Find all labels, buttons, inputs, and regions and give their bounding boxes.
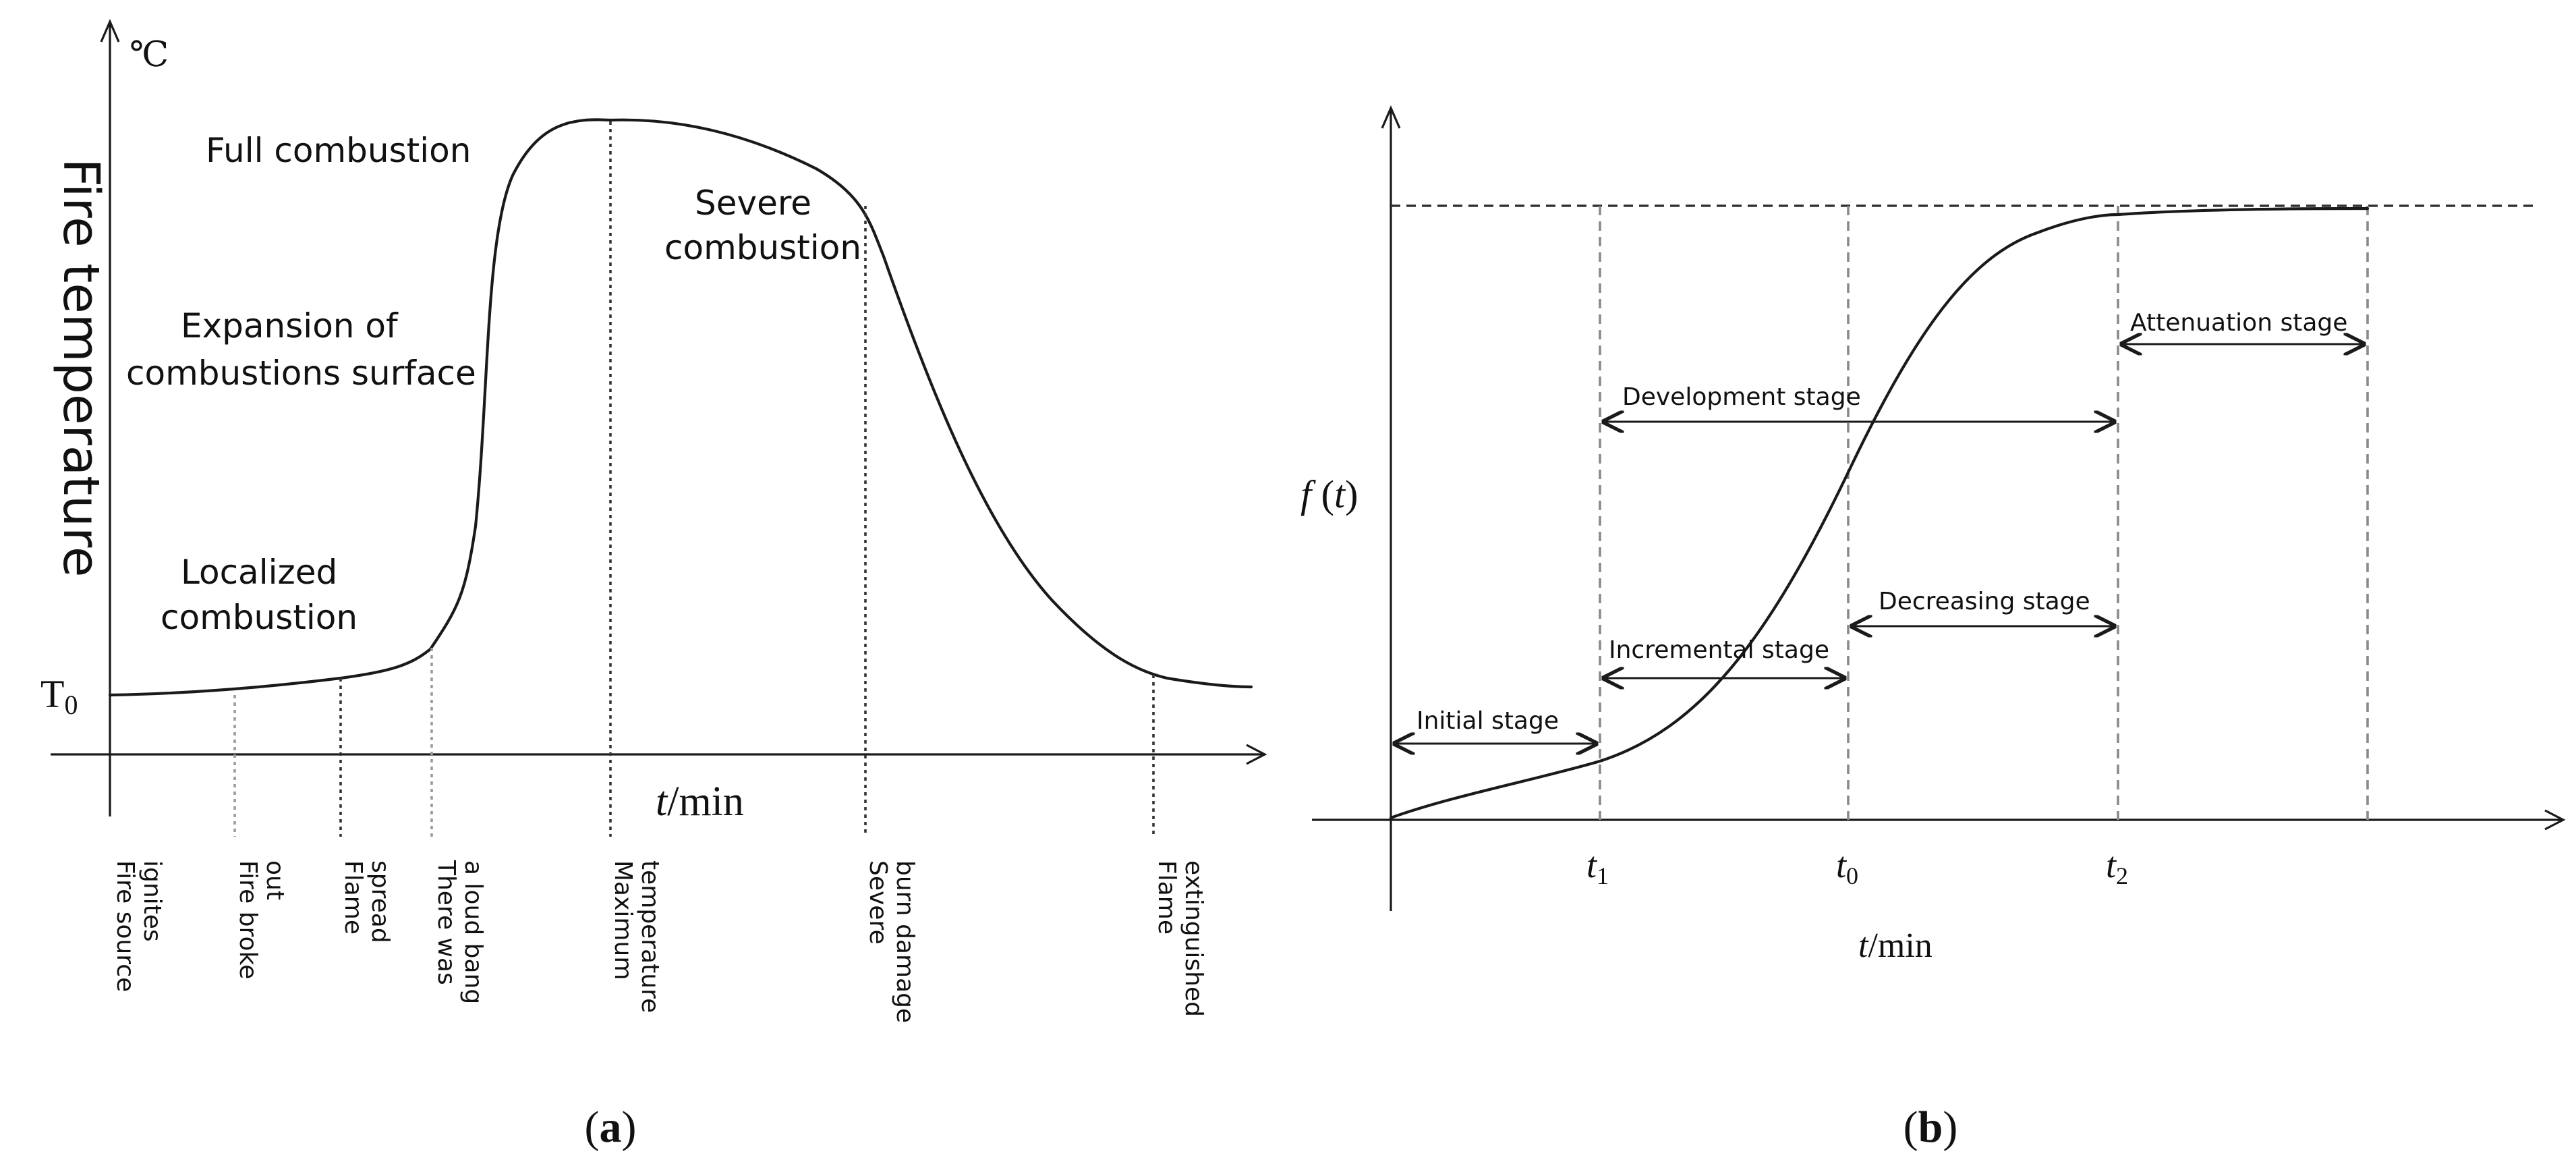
tick-label-t0: t0 bbox=[1836, 845, 1858, 889]
tick-label-t2: t2 bbox=[2106, 845, 2128, 889]
expansion-label-line2: combustions surface bbox=[126, 354, 476, 393]
event-label-loud-bang: There wasa loud bang bbox=[432, 860, 487, 1004]
severe-combustion-label-line1: Severe bbox=[695, 184, 811, 223]
localized-label-line1: Localized bbox=[181, 553, 337, 592]
tick-label-t1: t1 bbox=[1586, 845, 1609, 889]
development-stage-label: Development stage bbox=[1622, 383, 1861, 411]
f-t-s-curve bbox=[1389, 206, 2370, 820]
localized-label-line2: combustion bbox=[161, 598, 357, 637]
panel-b-y-label: f (t) bbox=[1300, 472, 1358, 516]
panel-a-temperature-curve bbox=[108, 118, 1253, 697]
expansion-label-line1: Expansion of bbox=[181, 306, 399, 345]
event-label-flame-extinguished: Flameextinguished bbox=[1153, 860, 1207, 1017]
event-label-severe-burn-damage: Severeburn damage bbox=[864, 860, 919, 1023]
incremental-stage-label: Incremental stage bbox=[1609, 636, 1829, 664]
panel-a-y-unit: ℃ bbox=[130, 36, 169, 74]
panel-b-caption: (b) bbox=[1904, 1103, 1958, 1152]
panel-a-x-axis-label: t/min bbox=[656, 779, 744, 825]
panel-b-y-axis-arrowhead bbox=[1381, 105, 1401, 129]
event-label-fire-source-ignites: Fire sourceignites bbox=[111, 860, 166, 992]
panel-a: Fire temperature ℃ T0 Full combustion Ex… bbox=[40, 18, 1267, 1152]
panel-a-y-axis-title: Fire temperature bbox=[52, 159, 110, 578]
event-label-flame-spread: Flamespread bbox=[339, 860, 394, 943]
decreasing-stage-label: Decreasing stage bbox=[1879, 588, 2090, 615]
full-combustion-label: Full combustion bbox=[206, 131, 471, 170]
initial-stage-label: Initial stage bbox=[1416, 707, 1559, 735]
panel-b: Initial stage Incremental stage Decreasi… bbox=[1300, 105, 2566, 1152]
event-label-fire-broke-out: Fire brokeout bbox=[234, 860, 289, 979]
event-label-maximum-temperature: Maximumtemperature bbox=[609, 860, 664, 1013]
panel-b-x-axis-arrowhead bbox=[2544, 809, 2566, 831]
panel-a-x-axis-arrowhead bbox=[1246, 744, 1267, 765]
severe-combustion-label-line2: combustion bbox=[664, 228, 861, 267]
event-labels: Fire sourceignites Fire brokeout Flamesp… bbox=[111, 860, 1207, 1023]
panel-a-y-axis-arrowhead bbox=[100, 18, 120, 43]
t0-label: T0 bbox=[40, 672, 78, 720]
panel-a-caption: (a) bbox=[585, 1103, 637, 1152]
attenuation-stage-label: Attenuation stage bbox=[2130, 309, 2347, 337]
panel-b-x-axis-label: t/min bbox=[1858, 926, 1933, 965]
